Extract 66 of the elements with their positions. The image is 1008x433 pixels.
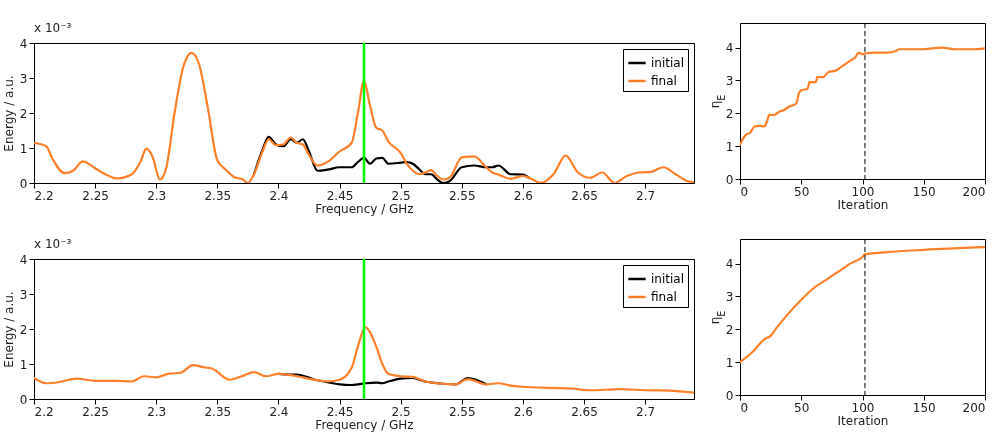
x-axis-title: Frequency / GHz xyxy=(315,417,414,432)
y-tick-label: 3 xyxy=(725,289,734,304)
y-tick-label: 2 xyxy=(19,322,28,337)
y-axis-title: Energy / a.u. xyxy=(1,75,16,152)
x-tick-label: 2.6 xyxy=(513,404,533,419)
y-tick-label: 3 xyxy=(19,71,28,86)
y-tick-label: 4 xyxy=(725,41,734,56)
line-series xyxy=(740,46,985,146)
y-tick-label: 2 xyxy=(19,106,28,121)
legend-label: final xyxy=(651,290,677,304)
y-tick-label: 4 xyxy=(725,257,734,272)
line-series xyxy=(34,326,694,394)
x-tick-label: 2.2 xyxy=(34,188,54,203)
legend-label: final xyxy=(651,74,677,88)
x-tick-label: 2.45 xyxy=(326,188,354,203)
x-tick-label: 2.55 xyxy=(448,188,476,203)
line-series xyxy=(34,51,694,183)
x-tick-label: 2.25 xyxy=(82,404,109,419)
legend-label: initial xyxy=(651,56,684,70)
text: x 10⁻³ xyxy=(34,237,72,251)
y-tick-label: 1 xyxy=(725,355,734,370)
y-tick-label: 2 xyxy=(725,106,734,121)
y-tick-label: 0 xyxy=(725,172,734,187)
x-tick-label: 100 xyxy=(851,184,875,199)
x-tick-label: 2.3 xyxy=(147,188,167,203)
x-tick-label: 0 xyxy=(740,400,749,415)
text: x 10⁻³ xyxy=(34,21,72,35)
legend-label: initial xyxy=(651,272,684,286)
x-tick-label: 150 xyxy=(912,184,936,199)
y-tick-label: 4 xyxy=(19,252,28,267)
line-series xyxy=(740,246,985,364)
y-tick-label: 1 xyxy=(725,139,734,154)
x-axis-title: Frequency / GHz xyxy=(315,201,414,216)
x-tick-label: 2.6 xyxy=(513,188,533,203)
x-tick-label: 2.7 xyxy=(636,188,656,203)
x-tick-label: 2.4 xyxy=(269,188,289,203)
y-tick-label: 4 xyxy=(19,36,28,51)
x-tick-label: 2.35 xyxy=(204,404,232,419)
x-tick-label: 50 xyxy=(794,184,810,199)
y-tick-label: 0 xyxy=(725,388,734,403)
x-tick-label: 200 xyxy=(962,400,986,415)
y-tick-label: 1 xyxy=(19,141,28,156)
x-tick-label: 2.5 xyxy=(391,188,411,203)
x-tick-label: 2.35 xyxy=(204,188,232,203)
y-tick-label: 3 xyxy=(725,73,734,88)
x-tick-label: 2.3 xyxy=(147,404,167,419)
x-tick-label: 2.25 xyxy=(82,188,109,203)
x-tick-label: 100 xyxy=(851,400,875,415)
y-tick-label: 1 xyxy=(19,357,28,372)
y-tick-label: 3 xyxy=(19,287,28,302)
y-tick-label: 2 xyxy=(725,322,734,337)
x-tick-label: 200 xyxy=(962,184,986,199)
x-tick-label: 2.7 xyxy=(636,404,656,419)
x-tick-label: 2.65 xyxy=(571,188,598,203)
y-axis-title: Energy / a.u. xyxy=(1,291,16,368)
x-tick-label: 2.4 xyxy=(269,404,289,419)
x-tick-label: 2.5 xyxy=(391,404,411,419)
x-tick-label: 0 xyxy=(740,184,749,199)
x-tick-label: 2.65 xyxy=(571,404,598,419)
x-tick-label: 2.55 xyxy=(448,404,476,419)
x-tick-label: 2.2 xyxy=(34,404,54,419)
x-axis-title: Iteration xyxy=(837,197,889,212)
x-tick-label: 2.45 xyxy=(326,404,354,419)
x-axis-title: Iteration xyxy=(837,413,889,428)
x-tick-label: 50 xyxy=(794,400,810,415)
x-tick-label: 150 xyxy=(912,400,936,415)
